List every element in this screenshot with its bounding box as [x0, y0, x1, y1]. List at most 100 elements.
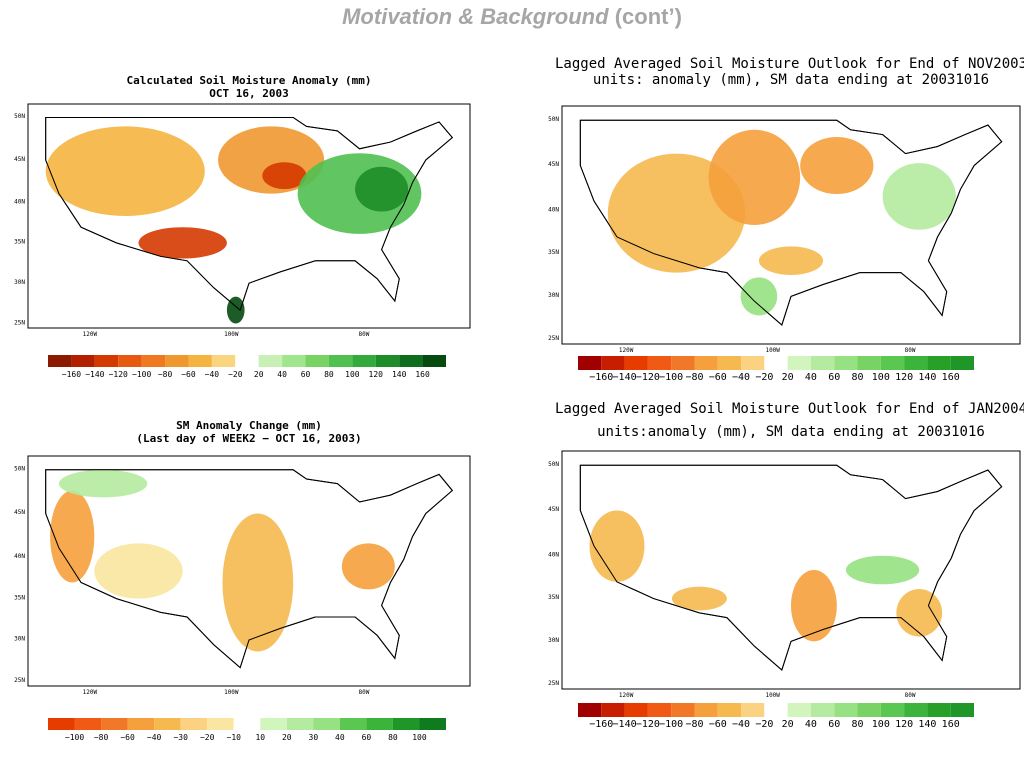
colorbar-label: 160: [942, 719, 960, 730]
colorbar-label: 80: [324, 370, 334, 379]
lat-label: 25N: [548, 680, 559, 687]
colorbar-box: [647, 703, 672, 717]
anomaly-area: [800, 136, 874, 195]
colorbar-label: 120: [895, 719, 913, 730]
lon-label: 120W: [83, 689, 98, 696]
colorbar-box: [260, 718, 287, 730]
colorbar-label: 140: [392, 370, 407, 379]
colorbar-box: [880, 356, 905, 370]
colorbar-label: 20: [782, 372, 794, 383]
lat-label: 40N: [548, 551, 559, 558]
lat-label: 35N: [548, 594, 559, 601]
colorbar-label: 40: [805, 372, 817, 383]
colorbar-box: [127, 718, 155, 730]
lat-label: 30N: [548, 292, 559, 299]
colorbar-label: 160: [942, 372, 960, 383]
colorbar-box: [207, 718, 234, 730]
colorbar-label: 60: [828, 372, 840, 383]
state-lines: [45, 469, 454, 669]
colorbar-box: [578, 703, 602, 717]
colorbar-box: [392, 718, 420, 730]
colorbar-label: −80: [158, 370, 173, 379]
colorbar-box: [624, 703, 648, 717]
lon-label: 80W: [905, 347, 916, 354]
colorbar-label: −100: [132, 370, 151, 379]
colorbar-box: [904, 356, 928, 370]
colorbar-box: [188, 355, 212, 367]
lat-label: 40N: [14, 553, 25, 560]
colorbar-label: −20: [755, 372, 773, 383]
colorbar-box: [233, 718, 261, 730]
colorbar-label: −100: [65, 733, 84, 742]
colorbar-box: [211, 355, 236, 367]
title-suffix: (cont’): [614, 4, 682, 29]
colorbar-box: [74, 718, 102, 730]
colorbar-box: [857, 356, 881, 370]
anomaly-area: [138, 227, 227, 259]
colorbar-label: −40: [147, 733, 162, 742]
colorbar-label: 140: [918, 719, 936, 730]
colorbar-box: [375, 355, 400, 367]
lat-label: 50N: [14, 466, 25, 473]
anomaly-area: [896, 589, 943, 637]
colorbar-label: −40: [732, 719, 750, 730]
lat-label: 45N: [548, 506, 559, 513]
lat-label: 50N: [548, 116, 559, 123]
lon-label: 120W: [619, 692, 634, 699]
panel-title: Lagged Averaged Soil Moisture Outlook fo…: [555, 56, 1024, 72]
panel-title: (Last day of WEEK2 − OCT 16, 2003): [136, 432, 361, 445]
lon-label: 80W: [358, 331, 369, 338]
colorbar-box: [154, 718, 181, 730]
anomaly-area: [758, 246, 824, 275]
anomaly-area: [94, 543, 183, 599]
lat-label: 35N: [14, 594, 25, 601]
lat-label: 30N: [548, 637, 559, 644]
colorbar-box: [118, 355, 142, 367]
colorbar-label: 100: [412, 733, 427, 742]
colorbar-label: 60: [301, 370, 311, 379]
lat-label: 35N: [548, 249, 559, 256]
colorbar-box: [601, 703, 625, 717]
colorbar-box: [810, 356, 835, 370]
lat-label: 25N: [548, 335, 559, 342]
lat-label: 45N: [14, 509, 25, 516]
colorbar-box: [950, 356, 974, 370]
colorbar-label: 40: [805, 719, 817, 730]
colorbar-box: [694, 356, 718, 370]
colorbar-box: [764, 356, 788, 370]
panel-title: OCT 16, 2003: [209, 87, 288, 100]
state-lines: [579, 119, 1003, 326]
colorbar-box: [880, 703, 905, 717]
colorbar-label: −120: [636, 719, 660, 730]
anomaly-area: [341, 543, 395, 590]
colorbar-label: −40: [205, 370, 220, 379]
lon-label: 120W: [619, 347, 634, 354]
colorbar-box: [717, 703, 742, 717]
lon-label: 100W: [224, 331, 239, 338]
colorbar-box: [422, 355, 446, 367]
lat-label: 40N: [548, 206, 559, 213]
colorbar-box: [601, 356, 625, 370]
colorbar-box: [282, 355, 306, 367]
anomaly-area: [226, 296, 245, 324]
colorbar-box: [904, 703, 928, 717]
colorbar-label: 40: [277, 370, 287, 379]
colorbar-box: [927, 356, 951, 370]
panel-title: units:anomaly (mm), SM data ending at 20…: [597, 424, 985, 440]
colorbar-label: −20: [200, 733, 215, 742]
colorbar-box: [94, 355, 119, 367]
colorbar-label: −80: [685, 719, 703, 730]
panel-title: units: anomaly (mm), SM data ending at 2…: [593, 72, 989, 88]
panel-title: Calculated Soil Moisture Anomaly (mm): [126, 74, 371, 87]
colorbar-box: [313, 718, 340, 730]
colorbar-box: [927, 703, 951, 717]
colorbar-label: 120: [369, 370, 384, 379]
colorbar-box: [578, 356, 602, 370]
colorbar-label: −40: [732, 372, 750, 383]
colorbar-label: −60: [120, 733, 135, 742]
colorbar-label: −60: [709, 719, 727, 730]
lat-label: 50N: [548, 461, 559, 468]
colorbar-box: [48, 355, 72, 367]
colorbar-box: [399, 355, 423, 367]
